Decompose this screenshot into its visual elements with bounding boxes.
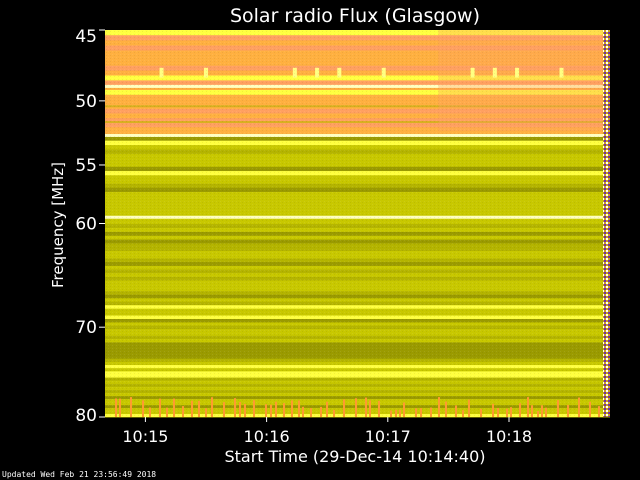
interference-spike: [390, 410, 392, 417]
chart-title: Solar radio Flux (Glasgow): [230, 5, 480, 27]
interference-spike: [159, 398, 161, 417]
interference-spike: [497, 408, 499, 417]
interference-spike: [205, 408, 207, 417]
interference-spike: [270, 404, 272, 417]
interference-spike: [403, 402, 405, 417]
interference-spike: [492, 403, 494, 417]
interference-spike: [531, 405, 533, 417]
interference-spike: [415, 408, 417, 417]
interference-spike: [239, 401, 241, 417]
interference-spike: [198, 400, 200, 417]
interference-spike: [283, 403, 285, 417]
interference-spike: [275, 401, 277, 417]
interference-spike: [510, 407, 512, 417]
interference-spike: [598, 406, 600, 417]
interference-spike: [142, 400, 144, 417]
interference-spike: [480, 408, 482, 417]
updated-timestamp: Updated Wed Feb 21 23:56:49 2018: [2, 470, 157, 479]
interference-spike: [438, 397, 440, 417]
y-tick-label: 45: [75, 27, 97, 47]
interference-spike: [378, 400, 380, 417]
interference-spike: [343, 399, 345, 417]
interference-spike: [355, 398, 357, 417]
interference-spike: [506, 408, 508, 417]
interference-spike: [519, 403, 521, 417]
interference-spike: [468, 399, 470, 417]
y-tick-label: 80: [75, 406, 97, 426]
interference-spike: [369, 400, 371, 417]
interference-spike: [211, 397, 213, 417]
interference-spike: [462, 410, 464, 417]
interference-spike: [365, 397, 367, 417]
interference-spike: [420, 408, 422, 417]
y-tick-label: 70: [75, 318, 97, 338]
interference-spike: [182, 406, 184, 417]
interference-spike: [567, 404, 569, 417]
interference-spike: [430, 407, 432, 417]
interference-spike: [333, 409, 335, 417]
interference-spike: [445, 401, 447, 417]
interference-spike: [589, 401, 591, 417]
interference-spike: [455, 405, 457, 417]
y-axis: 45 50 55 60 70 80: [75, 27, 105, 426]
interference-spike: [223, 402, 225, 417]
interference-spike: [320, 406, 322, 417]
x-tick-label: 10:17: [365, 427, 411, 446]
interference-spike: [302, 406, 304, 417]
interference-spike: [265, 404, 267, 417]
x-axis-label: Start Time (29-Dec-14 10:14:40): [224, 447, 485, 466]
interference-spike: [166, 407, 168, 417]
interference-spike: [541, 405, 543, 417]
plot-area: [105, 30, 610, 418]
interference-spike: [395, 409, 397, 417]
y-tick-label: 60: [75, 215, 97, 235]
interference-spike: [115, 398, 117, 417]
y-tick-label: 50: [75, 92, 97, 112]
interference-spike: [244, 404, 246, 417]
interference-spike: [234, 398, 236, 417]
interference-spike: [130, 397, 132, 417]
y-tick-label: 55: [75, 156, 97, 176]
interference-spike: [537, 410, 539, 417]
interference-spike: [149, 407, 151, 417]
interference-spike: [298, 400, 300, 417]
x-axis: 10:15 10:16 10:17 10:18: [122, 417, 532, 446]
interference-spike: [545, 407, 547, 417]
x-tick-label: 10:16: [244, 427, 290, 446]
interference-spike: [326, 401, 328, 417]
interference-spike: [191, 400, 193, 417]
interference-spike: [557, 400, 559, 417]
interference-spike: [310, 408, 312, 417]
interference-spike: [527, 397, 529, 417]
y-axis-label: Frequency [MHz]: [49, 162, 67, 288]
frequency-band: [105, 417, 610, 418]
interference-spike: [173, 398, 175, 417]
interference-spike: [399, 409, 401, 417]
edge-noise: [603, 30, 610, 417]
interference-spike: [291, 400, 293, 417]
x-tick-label: 10:18: [486, 427, 532, 446]
x-tick-label: 10:15: [122, 427, 168, 446]
interference-spike: [253, 400, 255, 417]
interference-spike: [578, 397, 580, 417]
noise-texture: [105, 30, 610, 417]
interference-spike: [119, 398, 121, 417]
